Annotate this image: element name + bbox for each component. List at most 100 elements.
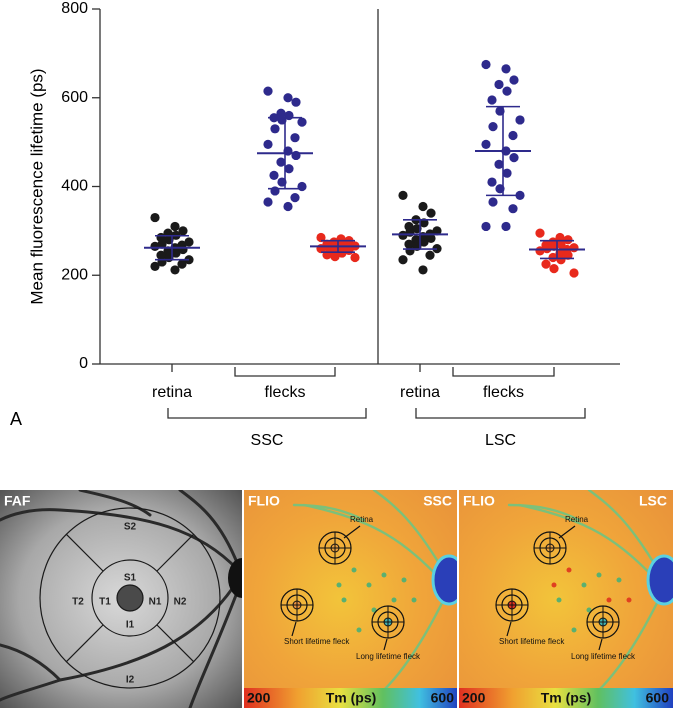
dot xyxy=(283,201,293,212)
dot xyxy=(284,164,294,174)
grid-line xyxy=(65,624,104,663)
y-tick-label: 200 xyxy=(61,266,88,283)
vessel xyxy=(178,490,240,567)
fleck xyxy=(381,572,387,578)
annotation: Short lifetime fleck xyxy=(284,637,350,646)
fleck xyxy=(596,572,602,578)
fleck xyxy=(566,567,572,573)
fleck xyxy=(556,597,562,603)
panel-title: FLIO xyxy=(248,493,280,509)
sector-label: S1 xyxy=(124,573,137,584)
sector-label: S2 xyxy=(124,522,137,533)
dot xyxy=(563,235,573,245)
dot xyxy=(425,250,435,260)
faf-image: S2 S1 T2 T1 N1 N2 I1 I2 FAF xyxy=(0,490,242,708)
dot xyxy=(432,226,442,236)
grid-circle xyxy=(116,584,144,612)
arrow xyxy=(598,638,603,651)
sector-label: I2 xyxy=(126,675,135,686)
fleck xyxy=(391,597,397,603)
dot xyxy=(157,239,167,249)
group-label: SSC xyxy=(251,432,284,449)
category-label: flecks xyxy=(483,384,524,401)
y-tick-label: 600 xyxy=(61,89,88,106)
sector-label: N2 xyxy=(174,597,187,608)
panel-tag: LSC xyxy=(639,493,667,509)
dot xyxy=(509,75,519,85)
colorbar-label: 600 xyxy=(646,690,670,706)
dot xyxy=(283,93,293,103)
dot xyxy=(508,204,518,214)
fleck xyxy=(401,577,407,583)
dot xyxy=(290,192,300,203)
arrow xyxy=(506,621,512,637)
colorbar-label: 200 xyxy=(462,690,486,706)
dot xyxy=(556,239,566,249)
dot xyxy=(426,208,436,218)
annotation: Retina xyxy=(350,515,374,524)
flio-image: Retina Short lifetime fleck Long lifetime … xyxy=(459,490,673,708)
dot xyxy=(330,252,340,262)
dot xyxy=(171,248,181,258)
fleck xyxy=(336,582,342,588)
dot xyxy=(419,237,429,247)
dot xyxy=(488,197,498,207)
dot xyxy=(269,170,279,181)
dot xyxy=(263,197,273,207)
dot xyxy=(170,265,180,275)
dot xyxy=(515,115,525,125)
dot xyxy=(398,255,408,265)
annotation: Short lifetime fleck xyxy=(499,637,565,646)
dot xyxy=(418,201,428,212)
vessel xyxy=(382,593,448,692)
panel-label: A xyxy=(10,409,22,429)
dot xyxy=(350,252,360,263)
flio-background xyxy=(244,490,457,708)
group-bracket xyxy=(415,408,586,419)
sector-label: N1 xyxy=(149,597,162,608)
dot xyxy=(481,139,491,149)
flio-background xyxy=(459,490,673,708)
vessel xyxy=(188,588,240,708)
dot xyxy=(487,177,497,187)
fleck xyxy=(586,607,592,613)
fleck xyxy=(626,597,632,603)
dot xyxy=(398,190,408,200)
dot xyxy=(494,79,504,90)
dot xyxy=(263,86,273,96)
arrow xyxy=(558,525,576,539)
fleck xyxy=(411,597,417,603)
dot xyxy=(297,117,307,127)
dot xyxy=(150,261,160,271)
fleck xyxy=(616,577,622,583)
dot xyxy=(270,186,280,196)
annotation: Long lifetime fleck xyxy=(571,652,636,661)
y-tick-label: 800 xyxy=(61,0,88,17)
optic-disc xyxy=(228,558,242,598)
bracket xyxy=(234,367,336,377)
dot xyxy=(548,252,558,263)
vessel xyxy=(78,490,152,517)
panel-title: FLIO xyxy=(463,493,495,509)
dot xyxy=(316,232,326,243)
vessel xyxy=(517,503,663,587)
dot xyxy=(276,157,286,167)
arrow xyxy=(343,525,361,539)
annotation: Long lifetime fleck xyxy=(356,652,421,661)
category-label: flecks xyxy=(265,384,306,401)
dot xyxy=(502,86,512,96)
colorbar-label: 200 xyxy=(247,690,271,706)
group-bracket xyxy=(167,408,367,419)
grid-circle xyxy=(39,507,221,689)
colorbar-label: Tm (ps) xyxy=(541,690,592,706)
flio-image: Retina Short lifetime fleck Long lifetime … xyxy=(244,490,457,708)
dot xyxy=(502,168,512,178)
y-tick-label: 0 xyxy=(79,355,88,372)
dot xyxy=(150,241,160,252)
vessel xyxy=(597,593,663,692)
dot xyxy=(487,95,497,105)
annotation: Retina xyxy=(565,515,589,524)
dot xyxy=(556,255,566,265)
dot xyxy=(501,221,511,232)
